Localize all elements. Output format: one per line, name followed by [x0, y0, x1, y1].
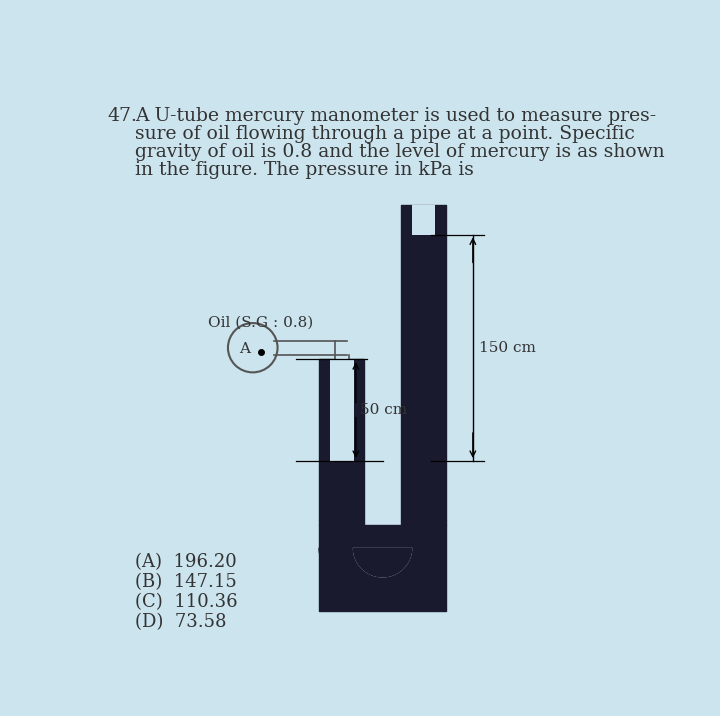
- Bar: [320, 525, 446, 611]
- Bar: [330, 359, 354, 525]
- Bar: [320, 359, 364, 525]
- Text: sure of oil flowing through a pipe at a point. Specific: sure of oil flowing through a pipe at a …: [135, 125, 635, 143]
- Text: (B)  147.15: (B) 147.15: [135, 574, 237, 591]
- Text: 50 cm: 50 cm: [361, 403, 408, 417]
- Text: (C)  110.36: (C) 110.36: [135, 594, 238, 611]
- Text: Oil (S.G : 0.8): Oil (S.G : 0.8): [208, 315, 313, 329]
- Polygon shape: [320, 548, 446, 611]
- Bar: [412, 235, 435, 525]
- Text: 47.: 47.: [107, 107, 137, 125]
- Bar: [274, 342, 347, 354]
- Text: 150 cm: 150 cm: [479, 341, 536, 354]
- Bar: [412, 205, 435, 525]
- Text: A: A: [239, 342, 250, 356]
- Polygon shape: [354, 548, 412, 577]
- Polygon shape: [354, 548, 412, 577]
- Text: (A)  196.20: (A) 196.20: [135, 553, 237, 571]
- Bar: [330, 461, 354, 525]
- Text: (D)  73.58: (D) 73.58: [135, 614, 227, 632]
- Bar: [336, 342, 348, 360]
- Text: gravity of oil is 0.8 and the level of mercury is as shown: gravity of oil is 0.8 and the level of m…: [135, 143, 665, 161]
- Bar: [401, 205, 446, 525]
- Polygon shape: [320, 548, 446, 611]
- Text: A U-tube mercury manometer is used to measure pres-: A U-tube mercury manometer is used to me…: [135, 107, 656, 125]
- Polygon shape: [320, 548, 446, 611]
- Text: in the figure. The pressure in kPa is: in the figure. The pressure in kPa is: [135, 160, 474, 178]
